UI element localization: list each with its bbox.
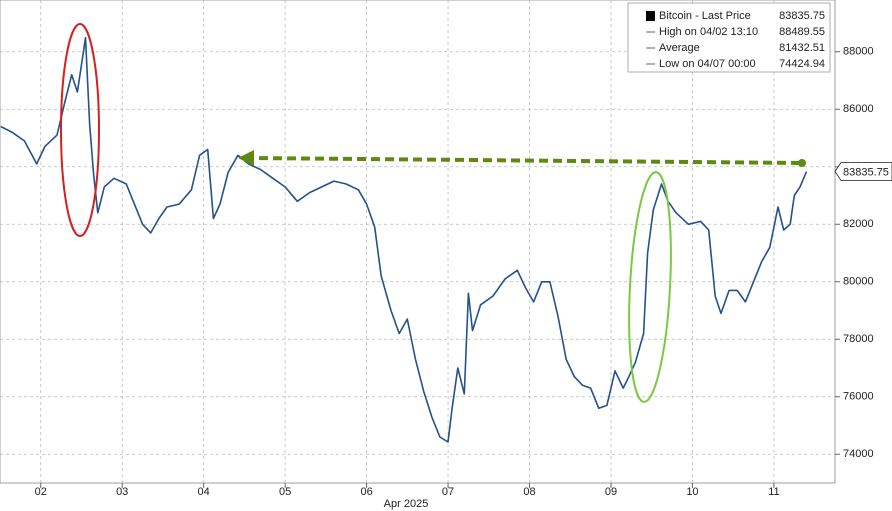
legend-swatch	[646, 11, 655, 21]
legend-label: Bitcoin - Last Price	[659, 10, 751, 22]
grid	[0, 0, 835, 483]
legend-value: 83835.75	[779, 10, 825, 22]
x-tick-label: 07	[442, 486, 454, 498]
x-tick-label: 10	[686, 486, 698, 498]
legend-box	[627, 2, 831, 73]
last-price-label: 83835.75	[843, 166, 889, 178]
legend-label: Average	[659, 42, 700, 54]
highlight-ellipse	[60, 23, 100, 237]
legend-value: 74424.94	[779, 58, 825, 70]
x-axis-label: Apr 2025	[384, 498, 429, 510]
price-line	[0, 36, 808, 443]
legend-value: 88489.55	[779, 26, 825, 38]
legend-label: High on 04/02 13:10	[659, 26, 758, 38]
arrow-dot	[798, 159, 806, 167]
x-tick-label: 11	[768, 486, 779, 498]
arrow-head	[238, 150, 254, 166]
y-tick-label: 76000	[843, 391, 874, 403]
legend-label: Low on 04/07 00:00	[659, 58, 756, 70]
y-tick-label: 86000	[843, 103, 874, 115]
highlight-ellipse	[628, 171, 672, 403]
last-price-tag	[834, 162, 892, 181]
plot-area	[0, 0, 836, 484]
legend-value: 81432.51	[779, 42, 825, 54]
x-tick-label: 06	[360, 486, 372, 498]
x-tick-label: 02	[35, 486, 47, 498]
legend: Bitcoin - Last Price 83835.75 High on 04/0…	[627, 2, 831, 73]
x-tick-label: 03	[116, 486, 128, 498]
arrow-line	[251, 156, 801, 165]
x-tick-label: 04	[198, 486, 210, 498]
y-tick-label: 88000	[843, 46, 874, 58]
y-tick-label: 78000	[843, 333, 874, 345]
x-tick-label: 05	[279, 486, 291, 498]
x-tick-label: 08	[523, 486, 535, 498]
y-tick-label: 82000	[843, 218, 874, 230]
y-tick-label: 74000	[843, 448, 874, 460]
series	[0, 36, 808, 443]
y-tick-label: 80000	[843, 276, 874, 288]
x-tick-label: 09	[605, 486, 617, 498]
